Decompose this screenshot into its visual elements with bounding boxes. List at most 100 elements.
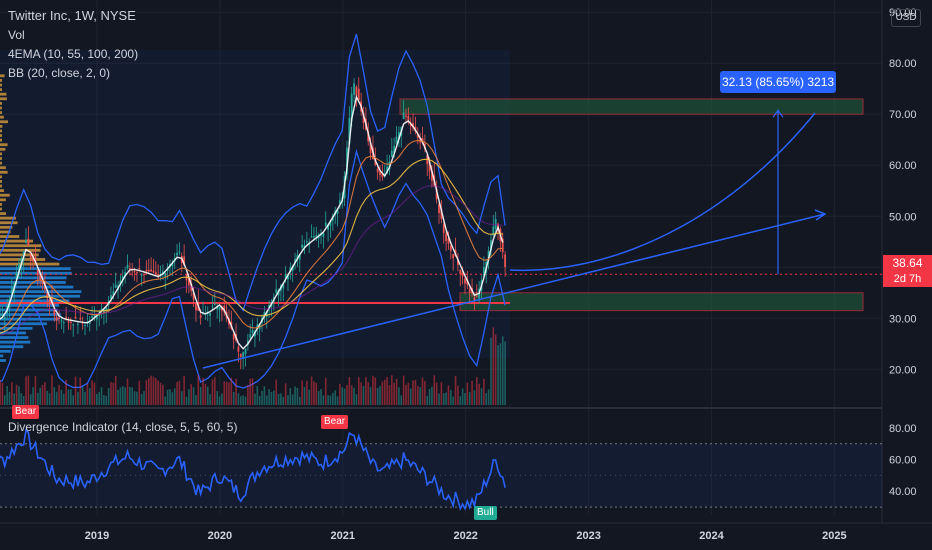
candle-body (25, 240, 27, 244)
volume-profile-bar (0, 336, 29, 339)
volume-bar (0, 379, 1, 405)
candle-body (487, 250, 490, 262)
candle-body (494, 218, 497, 229)
volume-bar (357, 377, 360, 405)
volume-bar (365, 377, 367, 405)
time-tick-label: 2023 (576, 530, 600, 542)
volume-profile-bar (0, 202, 2, 206)
candle-body (490, 240, 492, 251)
candle-body (251, 330, 254, 334)
volume-bar (235, 378, 237, 405)
time-axis[interactable]: 2019 2020 2021 2022 2023 2024 2025 (85, 530, 847, 542)
candle-body (379, 171, 381, 175)
volume-bar (431, 386, 433, 405)
candle-body (128, 268, 131, 270)
candle-body (256, 324, 259, 329)
volume-bar (426, 395, 429, 405)
volume-bar (173, 388, 176, 405)
measure-label[interactable]: 32.13 (85.65%) 3213 (720, 71, 836, 93)
price-tick-label: 70.00 (889, 109, 917, 121)
candle-body (145, 269, 148, 272)
volume-bar (204, 384, 207, 405)
volume-bar (62, 393, 65, 405)
candle-body (501, 238, 504, 253)
volume-profile-bar (0, 207, 2, 211)
volume-bar (454, 375, 457, 405)
volume-bar (409, 388, 412, 405)
measure-text: 32.13 (85.65%) 3213 (721, 75, 835, 89)
candle-body (36, 270, 39, 276)
bear-marker-1: Bear (12, 405, 40, 419)
volume-profile-bar (0, 97, 7, 101)
volume-bar (270, 391, 273, 405)
volume-bar (450, 390, 452, 405)
volume-bar (46, 390, 49, 405)
volume-bar (419, 387, 421, 405)
volume-bar (447, 385, 450, 405)
candle-body (393, 145, 396, 154)
candle-body (475, 295, 478, 297)
currency-badge[interactable]: USD (891, 9, 921, 27)
volume-bar (218, 396, 221, 405)
candle-body (284, 274, 287, 278)
volume-bar (18, 386, 20, 405)
volume-profile-bar (0, 235, 20, 238)
volume-bar (176, 381, 178, 405)
candle-body (405, 115, 407, 117)
volume-bar (202, 377, 204, 405)
volume-bar (48, 393, 51, 405)
ema-line-3 (0, 184, 503, 336)
volume-bar (65, 379, 67, 405)
volume-bar (341, 387, 344, 405)
volume-profile-bar (0, 239, 34, 243)
volume-bar (27, 375, 30, 405)
volume-bar (343, 388, 346, 405)
volume-bar (320, 389, 322, 405)
volume-bar (289, 388, 292, 405)
time-tick-label: 2019 (85, 530, 109, 542)
volume-bar (421, 377, 424, 405)
volume-bar (277, 393, 280, 405)
volume-bar (239, 396, 242, 405)
volume-bar (3, 395, 6, 405)
candle-body (339, 200, 341, 204)
rsi-tick-label: 40.00 (889, 486, 917, 498)
volume-profile-bar (0, 129, 2, 133)
volume-profile-bar (0, 349, 11, 353)
volume-bar (195, 395, 197, 405)
volume-bar (284, 383, 287, 405)
volume-bar (442, 393, 445, 405)
bollinger-lower (0, 148, 506, 389)
volume-profile-bar (0, 285, 74, 289)
chart-title: Twitter Inc, 1W, NYSE (8, 8, 136, 23)
volume-profile-bar (0, 216, 16, 220)
volume-profile-bar (0, 115, 4, 119)
candle-body (195, 303, 197, 311)
volume-bar (190, 384, 193, 405)
candle-body (138, 267, 141, 270)
projection-curve[interactable] (509, 112, 816, 272)
volume-profile-bar (0, 143, 8, 147)
volume-bar (91, 380, 93, 405)
drawings[interactable] (202, 109, 827, 369)
volume-profile-bar (0, 120, 8, 124)
candle-body (322, 232, 325, 237)
trendline[interactable] (202, 213, 826, 369)
bear-label: Bear (15, 406, 37, 417)
candle-body (91, 316, 93, 318)
candle-body (105, 307, 108, 311)
candle-body (55, 316, 58, 321)
volume-profile-bar (0, 244, 42, 248)
volume-profile-bar (0, 152, 2, 156)
volume-bar (8, 391, 11, 405)
volume-bar (232, 391, 235, 405)
candle-body (287, 274, 289, 280)
candle-body (29, 253, 32, 259)
candle-body (242, 352, 245, 358)
candle-body (74, 316, 77, 319)
price-axis[interactable]: 90.00 80.00 70.00 60.00 50.00 40.00 30.00 20.00… (889, 7, 917, 498)
volume-bar (74, 376, 77, 405)
candle-body (244, 348, 247, 355)
volume-bar (435, 382, 438, 405)
volume-bar (129, 387, 131, 405)
